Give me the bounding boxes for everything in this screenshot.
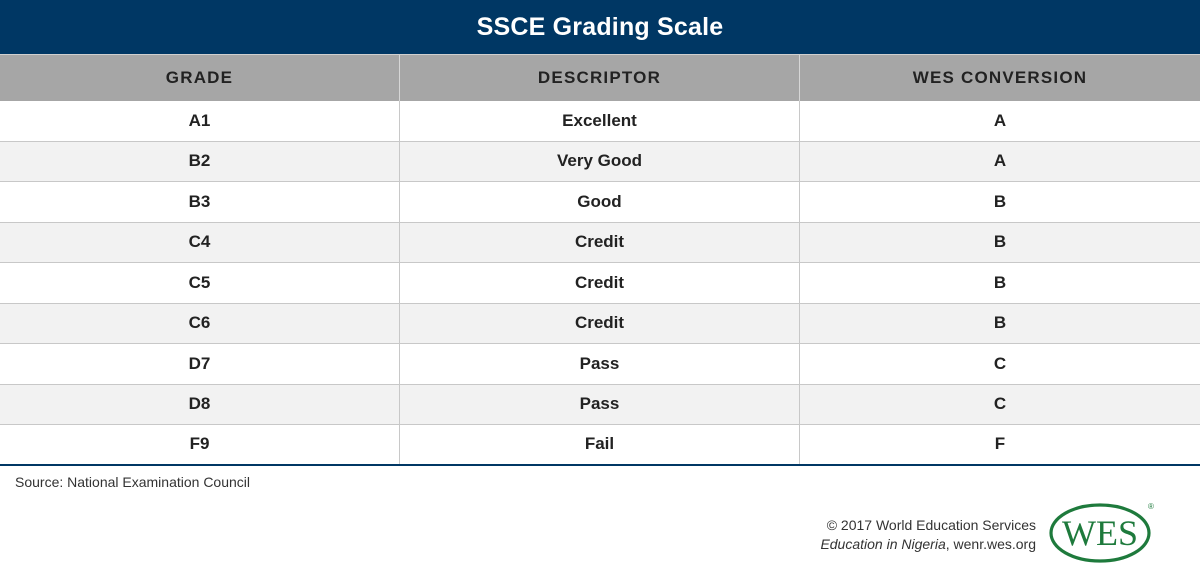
table-row: A1 Excellent A	[0, 101, 1200, 142]
grade-cell: C4	[0, 222, 400, 262]
descriptor-cell: Credit	[400, 263, 800, 303]
grading-table: GRADE DESCRIPTOR WES CONVERSION A1 Excel…	[0, 54, 1200, 466]
wes-conversion-cell: B	[993, 191, 1007, 211]
site-url: , wenr.wes.org	[945, 536, 1036, 552]
table-header: GRADE DESCRIPTOR WES CONVERSION	[0, 54, 1200, 101]
page-title: SSCE Grading Scale	[0, 0, 1200, 54]
grade-cell: D8	[0, 384, 400, 424]
descriptor-cell: Pass	[400, 384, 800, 424]
descriptor-cell: Very Good	[400, 141, 800, 181]
logo-text: WES	[1062, 513, 1138, 553]
wes-conversion-cell: C	[993, 353, 1007, 373]
grade-cell: C5	[0, 263, 400, 303]
table-row: D7 Pass C	[0, 344, 1200, 385]
descriptor-cell: Excellent	[400, 101, 800, 141]
descriptor-cell: Good	[400, 182, 800, 222]
source-note: Source: National Examination Council	[15, 474, 251, 490]
column-header-wes-conversion: WES CONVERSION	[912, 68, 1088, 87]
publication-title: Education in Nigeria	[820, 536, 946, 552]
table-row: F9 Fail F	[0, 425, 1200, 466]
descriptor-cell: Pass	[400, 344, 800, 384]
table-row: D8 Pass C	[0, 384, 1200, 425]
grade-cell: B2	[0, 141, 400, 181]
descriptor-cell: Credit	[400, 303, 800, 343]
grade-cell: D7	[0, 344, 400, 384]
wes-conversion-cell: C	[993, 394, 1007, 414]
table-row: B2 Very Good A	[0, 141, 1200, 182]
grade-cell: F9	[0, 425, 400, 464]
table-row: C6 Credit B	[0, 303, 1200, 344]
wes-conversion-cell: B	[993, 272, 1007, 292]
grade-cell: C6	[0, 303, 400, 343]
descriptor-cell: Fail	[400, 425, 800, 464]
logo-ring	[1049, 503, 1151, 563]
registered-mark: ®	[1148, 502, 1154, 511]
wes-conversion-cell: F	[994, 434, 1006, 454]
publication-line: Education in Nigeria, wenr.wes.org	[820, 535, 1036, 554]
table-row: C4 Credit B	[0, 222, 1200, 263]
copyright-line: © 2017 World Education Services	[826, 517, 1036, 533]
table-row: B3 Good B	[0, 182, 1200, 223]
wes-conversion-cell: B	[993, 313, 1007, 333]
wes-conversion-cell: B	[993, 232, 1007, 252]
grade-cell: B3	[0, 182, 400, 222]
column-header-grade: GRADE	[0, 55, 400, 101]
table-row: C5 Credit B	[0, 263, 1200, 304]
wes-conversion-cell: A	[993, 151, 1007, 171]
wes-conversion-cell: A	[993, 110, 1007, 130]
grade-cell: A1	[0, 101, 400, 141]
descriptor-cell: Credit	[400, 222, 800, 262]
credits: © 2017 World Education Services Educatio…	[820, 516, 1036, 554]
column-header-descriptor: DESCRIPTOR	[400, 55, 800, 101]
wes-logo: WES ®	[1049, 502, 1154, 563]
